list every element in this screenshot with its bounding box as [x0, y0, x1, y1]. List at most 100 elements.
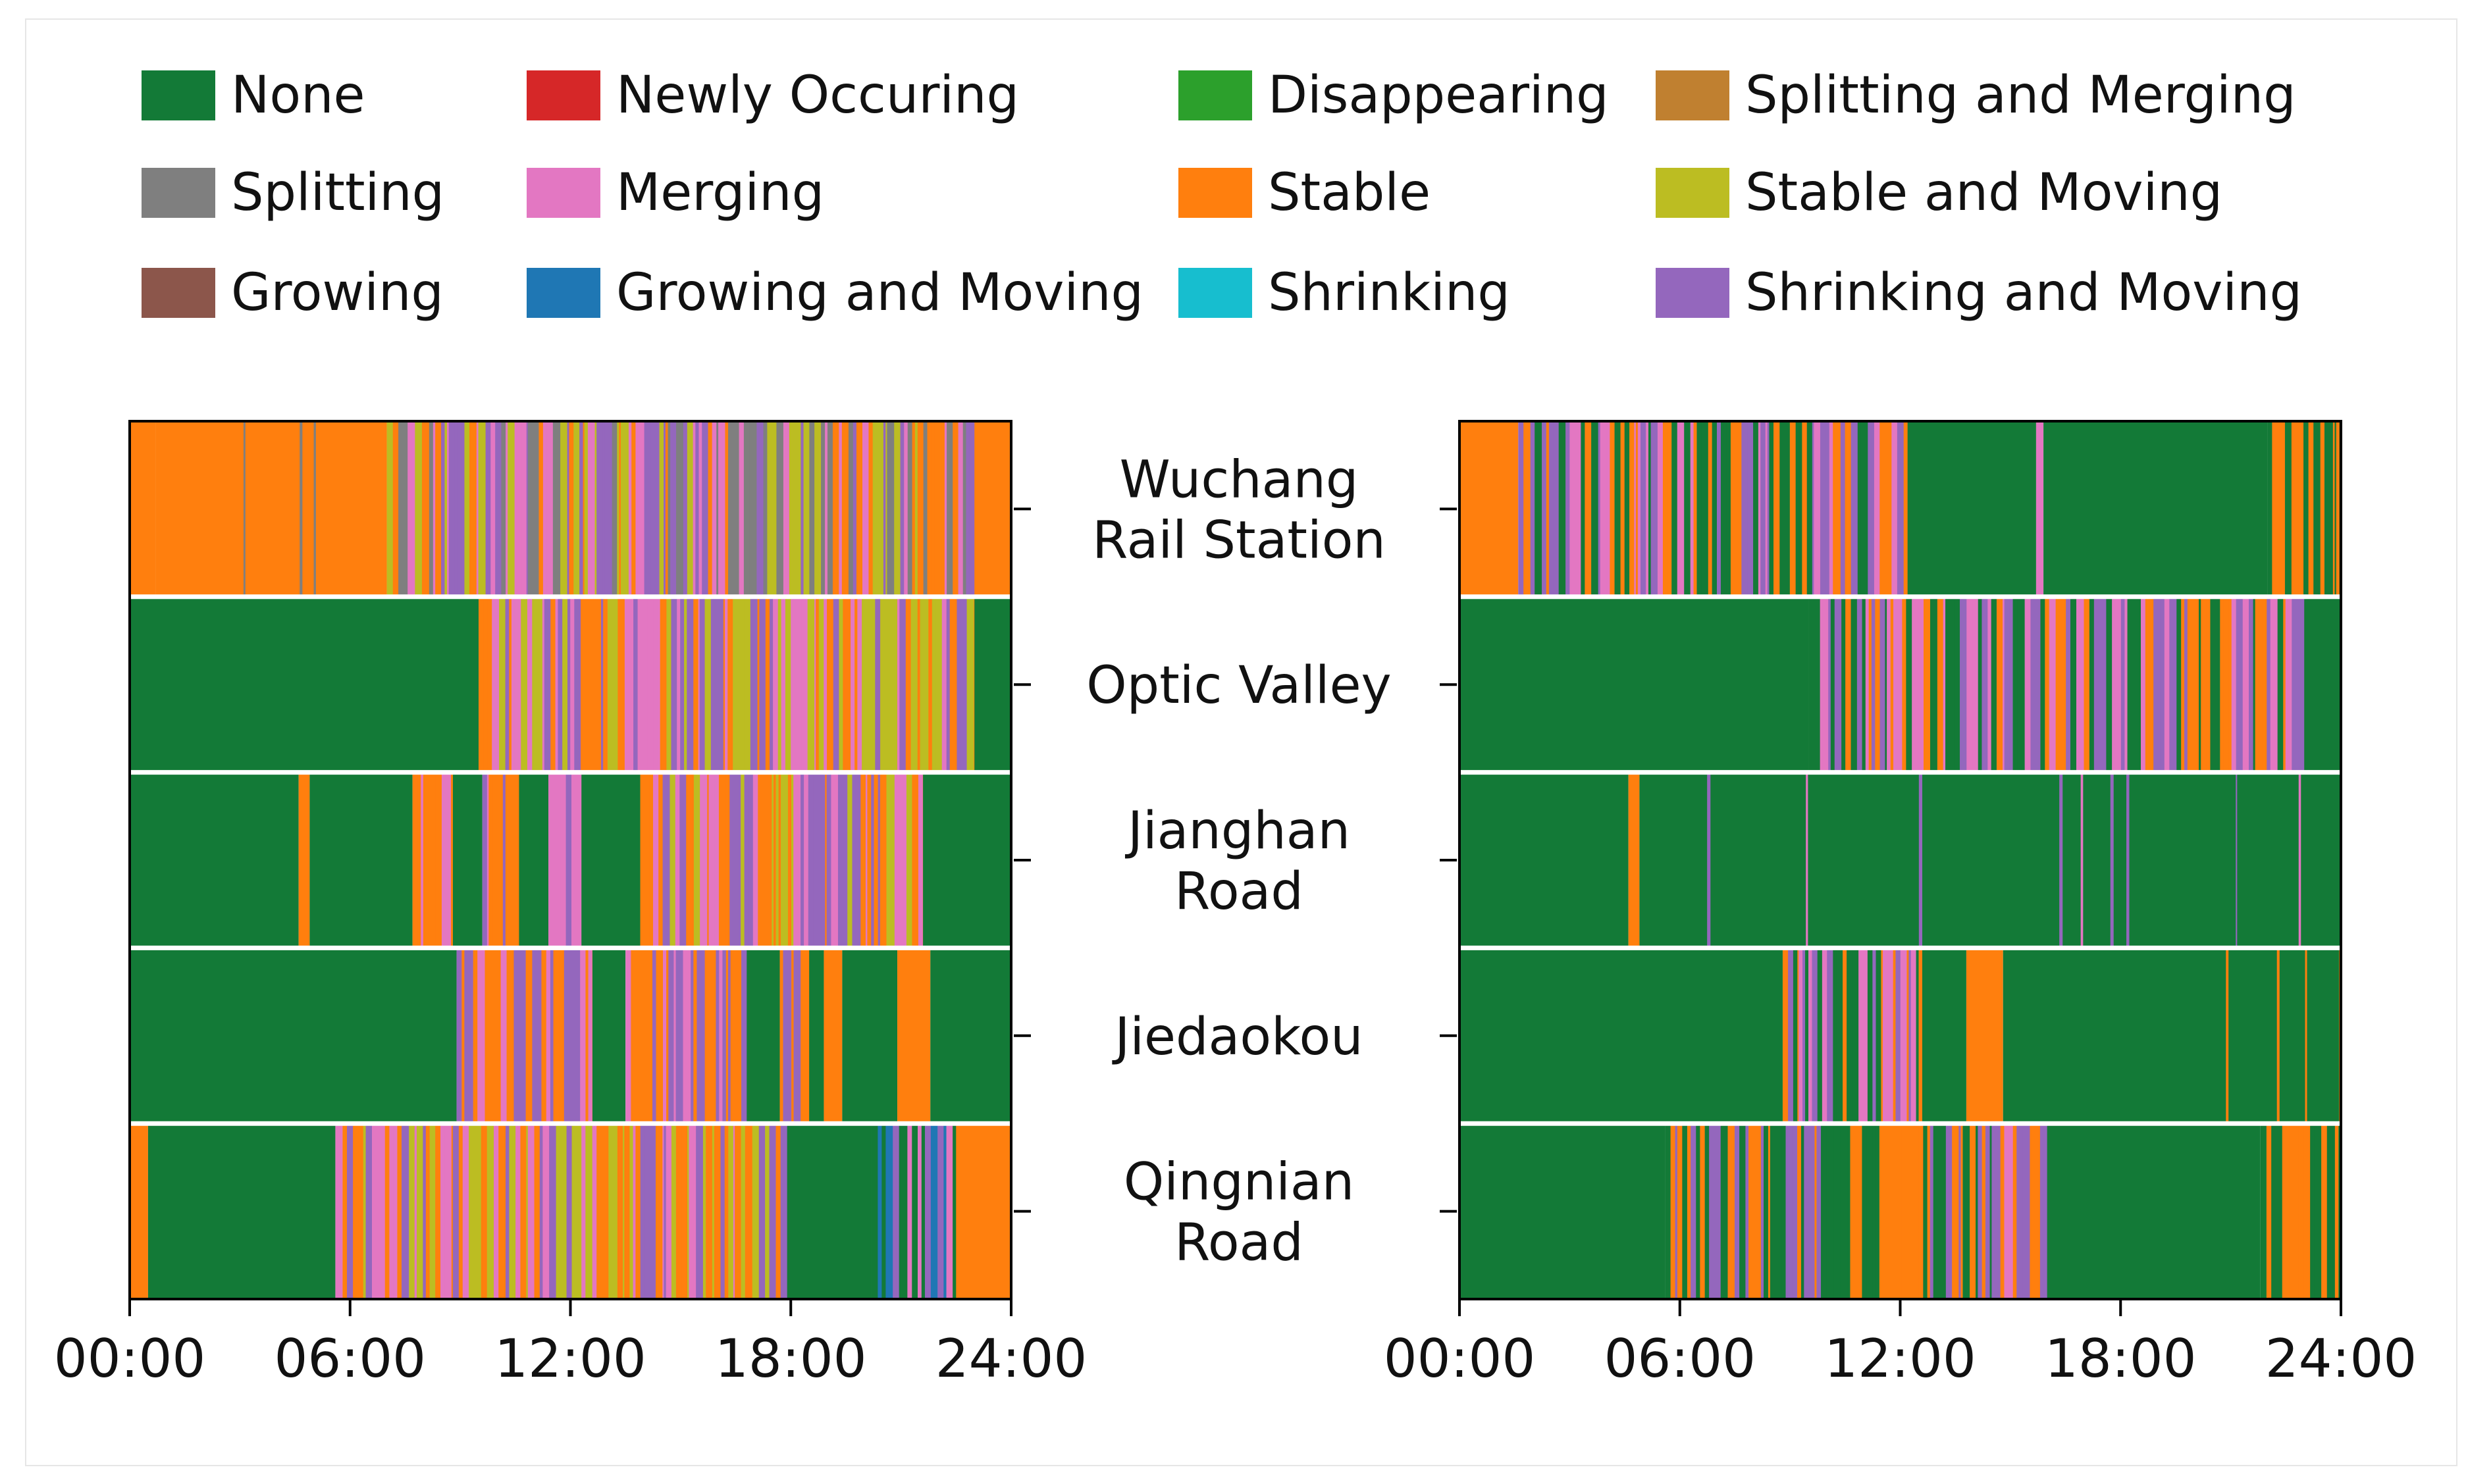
- timeline-stripe: [2324, 422, 2327, 596]
- timeline-stripe: [687, 422, 694, 596]
- legend-label: Shrinking and Moving: [1745, 263, 2303, 322]
- timeline-stripe: [722, 422, 726, 596]
- timeline-stripe: [512, 1125, 516, 1298]
- timeline-stripe: [783, 949, 791, 1123]
- timeline-stripe: [1872, 1125, 1876, 1298]
- timeline-stripe: [412, 773, 418, 947]
- timeline-stripe: [2310, 1125, 2315, 1298]
- timeline-stripe: [704, 773, 708, 947]
- timeline-stripe: [479, 598, 485, 771]
- timeline-stripe: [1852, 949, 1859, 1123]
- timeline-stripe: [718, 773, 726, 947]
- timeline-stripe: [756, 1125, 760, 1298]
- timeline-stripe: [719, 949, 723, 1123]
- legend-label: Merging: [616, 163, 825, 222]
- legend-item: Shrinking and Moving: [1656, 263, 2302, 322]
- timeline-stripe: [727, 598, 733, 771]
- timeline-stripe: [583, 1125, 586, 1298]
- timeline-stripe: [878, 773, 881, 947]
- timeline-stripe: [723, 598, 725, 771]
- timeline-stripe: [1985, 1125, 1991, 1298]
- timeline-stripe: [553, 949, 556, 1123]
- timeline-stripe: [932, 422, 935, 596]
- timeline-stripe: [635, 1125, 641, 1298]
- timeline-stripe: [421, 422, 425, 596]
- timeline-stripe: [806, 949, 810, 1123]
- legend-swatch: [142, 70, 215, 120]
- timeline-stripe: [862, 598, 869, 771]
- timeline-stripe: [809, 422, 815, 596]
- timeline-stripe: [821, 422, 826, 596]
- timeline-stripe: [656, 949, 664, 1123]
- timeline-stripe: [2289, 1125, 2294, 1298]
- timeline-stripe: [612, 598, 618, 771]
- timeline-stripe: [1775, 1125, 1783, 1298]
- timeline-stripe: [1812, 949, 1818, 1123]
- timeline-stripe: [571, 773, 576, 947]
- timeline-stripe: [1716, 422, 1721, 596]
- timeline-stripe: [1730, 422, 1736, 596]
- timeline-stripe: [514, 598, 521, 771]
- timeline-stripe: [599, 598, 602, 771]
- timeline-stripe: [1845, 598, 1852, 771]
- timeline-stripe: [363, 1125, 367, 1298]
- timeline-stripe: [559, 949, 565, 1123]
- timeline-stripe: [668, 422, 671, 596]
- timeline-stripe: [1788, 949, 1794, 1123]
- timeline-stripe: [1799, 422, 1802, 596]
- timeline-stripe: [1795, 422, 1799, 596]
- timeline-stripe: [870, 598, 872, 771]
- timeline-stripe: [899, 1125, 906, 1298]
- timeline-stripe: [548, 773, 555, 947]
- timeline-stripe: [2141, 598, 2146, 771]
- timeline-stripe: [2332, 1125, 2336, 1298]
- timeline-stripe: [651, 1125, 656, 1298]
- legend-label: Newly Occuring: [616, 66, 1020, 125]
- timeline-stripe: [560, 422, 568, 596]
- timeline-stripe: [860, 773, 866, 947]
- timeline-stripe: [714, 1125, 722, 1298]
- legend-item: Splitting and Merging: [1656, 66, 2296, 125]
- timeline-stripe: [1933, 1125, 1939, 1298]
- timeline-stripe: [573, 422, 580, 596]
- timeline-stripe: [654, 422, 660, 596]
- x-tick-label: 24:00: [935, 1328, 1088, 1389]
- timeline-stripe: [2293, 1125, 2299, 1298]
- timeline-segment: [2047, 1125, 2261, 1298]
- timeline-stripe: [1879, 598, 1886, 771]
- timeline-stripe: [675, 773, 680, 947]
- timeline-stripe: [770, 598, 774, 771]
- timeline-stripe: [2276, 949, 2280, 1123]
- timeline-stripe: [1991, 1125, 1997, 1298]
- timeline-stripe: [554, 949, 560, 1123]
- timeline-stripe: [407, 1125, 409, 1298]
- timeline-stripe: [687, 1125, 689, 1298]
- timeline-stripe: [1978, 1125, 1983, 1298]
- timeline-stripe: [1836, 422, 1841, 596]
- timeline-stripe: [1923, 1125, 1928, 1298]
- timeline-stripe: [744, 598, 751, 771]
- timeline-stripe: [631, 422, 637, 596]
- timeline-stripe: [2059, 598, 2066, 771]
- timeline-stripe: [2030, 1125, 2037, 1298]
- timeline-stripe: [1731, 1125, 1735, 1298]
- timeline-stripe: [1833, 1125, 1841, 1298]
- timeline-stripe: [837, 773, 845, 947]
- legend-item: Newly Occuring: [527, 66, 1020, 125]
- timeline-stripe: [947, 422, 953, 596]
- timeline-stripe: [813, 773, 820, 947]
- timeline-stripe: [934, 422, 943, 596]
- timeline-stripe: [804, 773, 809, 947]
- timeline-stripe: [1976, 1125, 1979, 1298]
- timeline-stripe: [930, 1125, 938, 1298]
- timeline-stripe: [1962, 1125, 1970, 1298]
- timeline-stripe: [2284, 422, 2292, 596]
- timeline-stripe: [2334, 422, 2337, 596]
- timeline-stripe: [679, 773, 687, 947]
- timeline-stripe: [1868, 598, 1872, 771]
- timeline-stripe: [2236, 773, 2238, 947]
- timeline-stripe: [469, 422, 477, 596]
- timeline-stripe: [841, 422, 849, 596]
- timeline-stripe: [604, 422, 611, 596]
- timeline-stripe: [423, 1125, 427, 1298]
